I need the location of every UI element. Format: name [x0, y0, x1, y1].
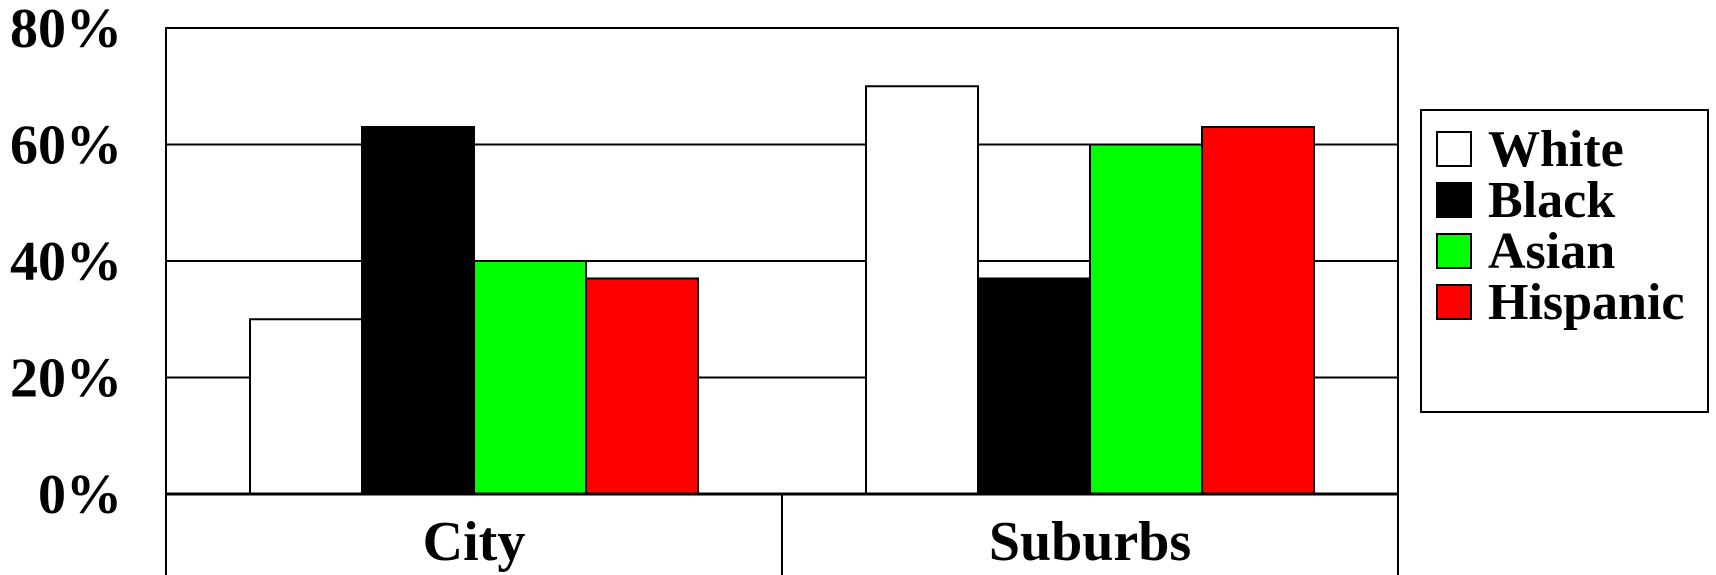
bars [249, 85, 1315, 496]
bar-hispanic-city [585, 277, 699, 495]
legend-label: Hispanic [1488, 274, 1685, 331]
legend-label: Asian [1488, 223, 1615, 280]
y-tick-labels: 0% 20% 40% 60% 80% [10, 0, 122, 526]
bar-black-suburbs [977, 277, 1091, 495]
legend-swatch-white [1436, 131, 1472, 167]
y-tick-label: 20% [10, 348, 122, 410]
legend-label: White [1488, 121, 1624, 178]
x-tick-labels: City Suburbs [423, 511, 1192, 573]
bar-asian-suburbs [1089, 143, 1203, 495]
legend-swatch-black [1436, 182, 1472, 218]
bar-black-city [361, 126, 475, 496]
y-tick-label: 40% [10, 231, 122, 293]
y-tick-label: 0% [38, 464, 122, 526]
y-tick-label: 60% [10, 115, 122, 177]
x-tick-label: City [423, 511, 526, 573]
bar-hispanic-suburbs [1201, 126, 1315, 496]
bar-white-city [249, 318, 363, 495]
bar-asian-city [473, 260, 587, 495]
legend-swatch-asian [1436, 233, 1472, 269]
axes [165, 27, 1399, 575]
x-tick-label: Suburbs [989, 511, 1191, 573]
legend-label: Black [1488, 172, 1615, 229]
legend-swatch-hispanic [1436, 284, 1472, 320]
bar-white-suburbs [865, 85, 979, 495]
y-tick-label: 80% [10, 0, 122, 60]
